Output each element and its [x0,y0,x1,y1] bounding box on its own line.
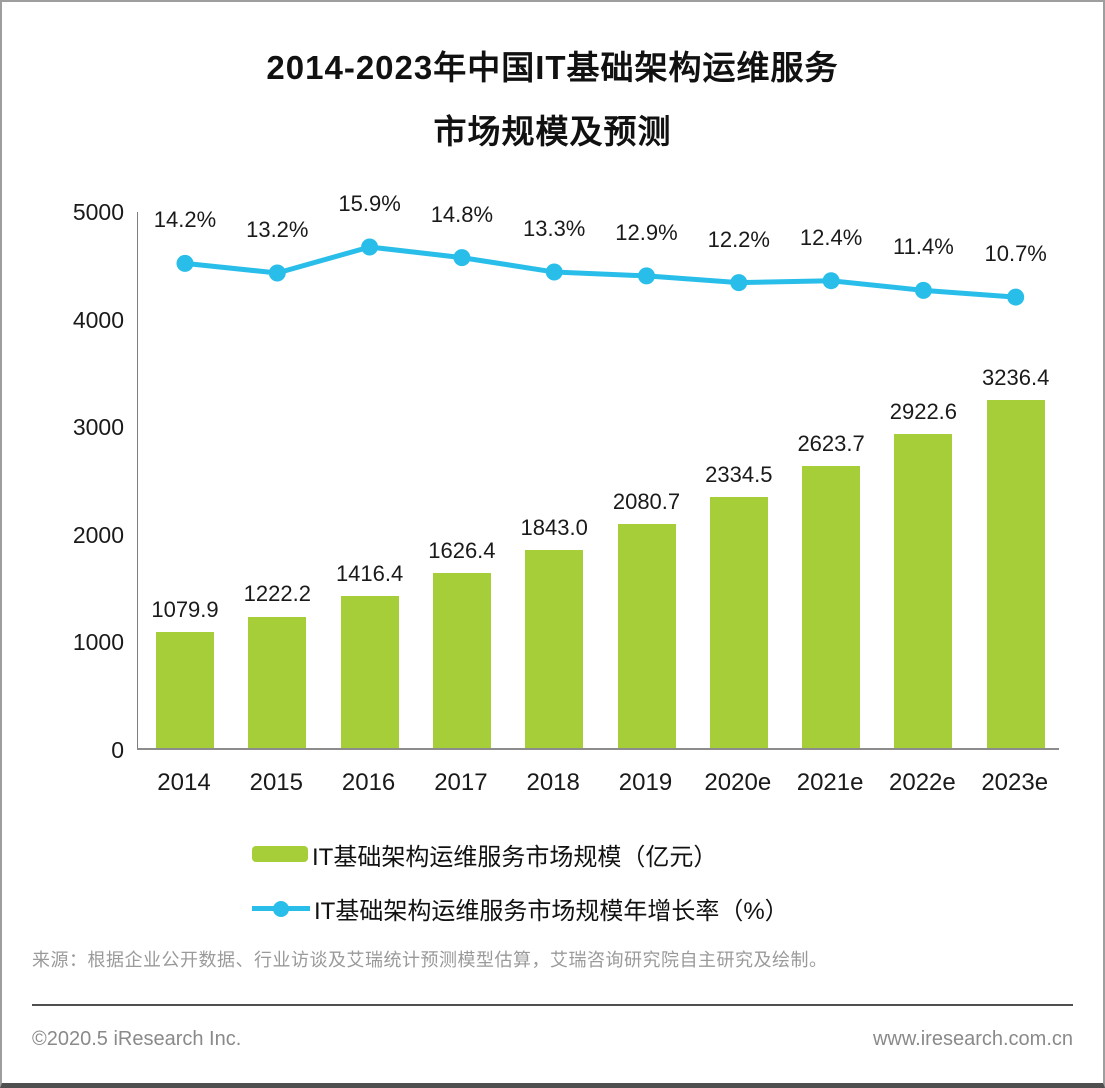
footer-copyright: ©2020.5 iResearch Inc. [32,1028,242,1050]
growth-value-label: 13.2% [246,217,309,242]
x-tick-label: 2016 [341,769,396,796]
x-axis-line [137,748,1059,750]
growth-value-label: 11.4% [893,234,954,260]
chart-title-line2: 市场规模及预测 [433,113,672,150]
bar [709,496,768,748]
growth-value-label: 14.2% [153,207,217,233]
y-tick-label: 0 [111,737,124,763]
growth-value-label: 15.9% [338,191,401,216]
bar-value-label: 1079.9 [151,596,219,622]
legend-line-swatch [252,900,310,917]
line-point [361,238,379,256]
bar [156,631,214,748]
bar-value-label: 1222.2 [243,581,311,607]
line-point [730,274,748,292]
y-tick-label: 1000 [72,629,124,656]
line-point [176,254,194,272]
x-tick-label: 2021e [796,769,864,796]
chart-title: 2014-2023年中国IT基础架构运维服务 市场规模及预测 [2,36,1103,164]
bar-value-label: 1843.0 [520,514,588,540]
bar [617,524,676,748]
separator-line [32,1004,1073,1006]
bar-value-label: 2922.6 [889,398,958,424]
y-tick-label: 4000 [72,306,124,333]
bar [340,595,399,748]
x-tick-label: 2022e [889,769,956,796]
bar [248,616,307,748]
line-point [914,281,932,299]
line-point [638,267,655,285]
x-tick-label: 2017 [434,769,488,796]
bar-value-label: 2623.7 [797,430,865,456]
growth-value-label: 12.2% [707,226,770,252]
chart-title-line1: 2014-2023年中国IT基础架构运维服务 [266,49,839,86]
line-point [453,249,471,267]
growth-value-label: 12.9% [615,219,678,245]
line-point [268,264,286,282]
plot-area: 1079.9 1222.2 1416.4 1626.4 1843.0 2080.7 2334… [137,191,1058,750]
bar [894,433,953,748]
x-tick-label: 2019 [618,769,673,796]
line-point [545,263,563,281]
source-note: 来源：根据企业公开数据、行业访谈及艾瑞统计预测模型估算，艾瑞咨询研究院自主研究及… [32,950,828,970]
bar-value-label: 3236.4 [982,364,1050,390]
bar [525,549,584,748]
line-point [1007,288,1025,306]
y-tick-label: 3000 [72,414,124,441]
growth-line-path [184,244,1016,300]
legend-item-growth-rate: IT基础架构运维服务市场规模年增长率（%） [252,894,789,925]
growth-value-label: 10.7% [984,241,1047,267]
legend-item-market-size: IT基础架构运维服务市场规模（亿元） [252,840,717,871]
growth-value-label: 13.3% [522,216,586,242]
bar-value-label: 2080.7 [612,489,681,515]
legend-line-label: IT基础架构运维服务市场规模年增长率（%） [314,897,789,925]
x-tick-label: 2018 [526,769,580,796]
x-tick-label: 2014 [157,769,211,796]
bar [986,399,1045,748]
legend-line-dot [273,900,289,917]
growth-value-label: 14.8% [430,201,494,227]
bar-value-label: 2334.5 [705,461,773,487]
x-tick-label: 2015 [249,769,303,796]
bar [432,573,491,748]
line-point [822,272,840,290]
legend-bar-label: IT基础架构运维服务市场规模（亿元） [312,843,718,871]
bar-value-label: 1626.4 [428,537,496,563]
y-tick-label: 2000 [72,521,124,548]
x-tick-label: 2023e [981,769,1049,796]
bar-value-label: 1416.4 [335,560,404,586]
footer-url: www.iresearch.com.cn [872,1028,1073,1050]
growth-line [176,238,1025,306]
growth-value-label: 12.4% [799,224,863,250]
legend-bar-swatch [252,846,308,862]
x-tick-label: 2020e [704,769,772,796]
y-tick-label: 5000 [72,199,124,225]
bar [802,465,861,748]
